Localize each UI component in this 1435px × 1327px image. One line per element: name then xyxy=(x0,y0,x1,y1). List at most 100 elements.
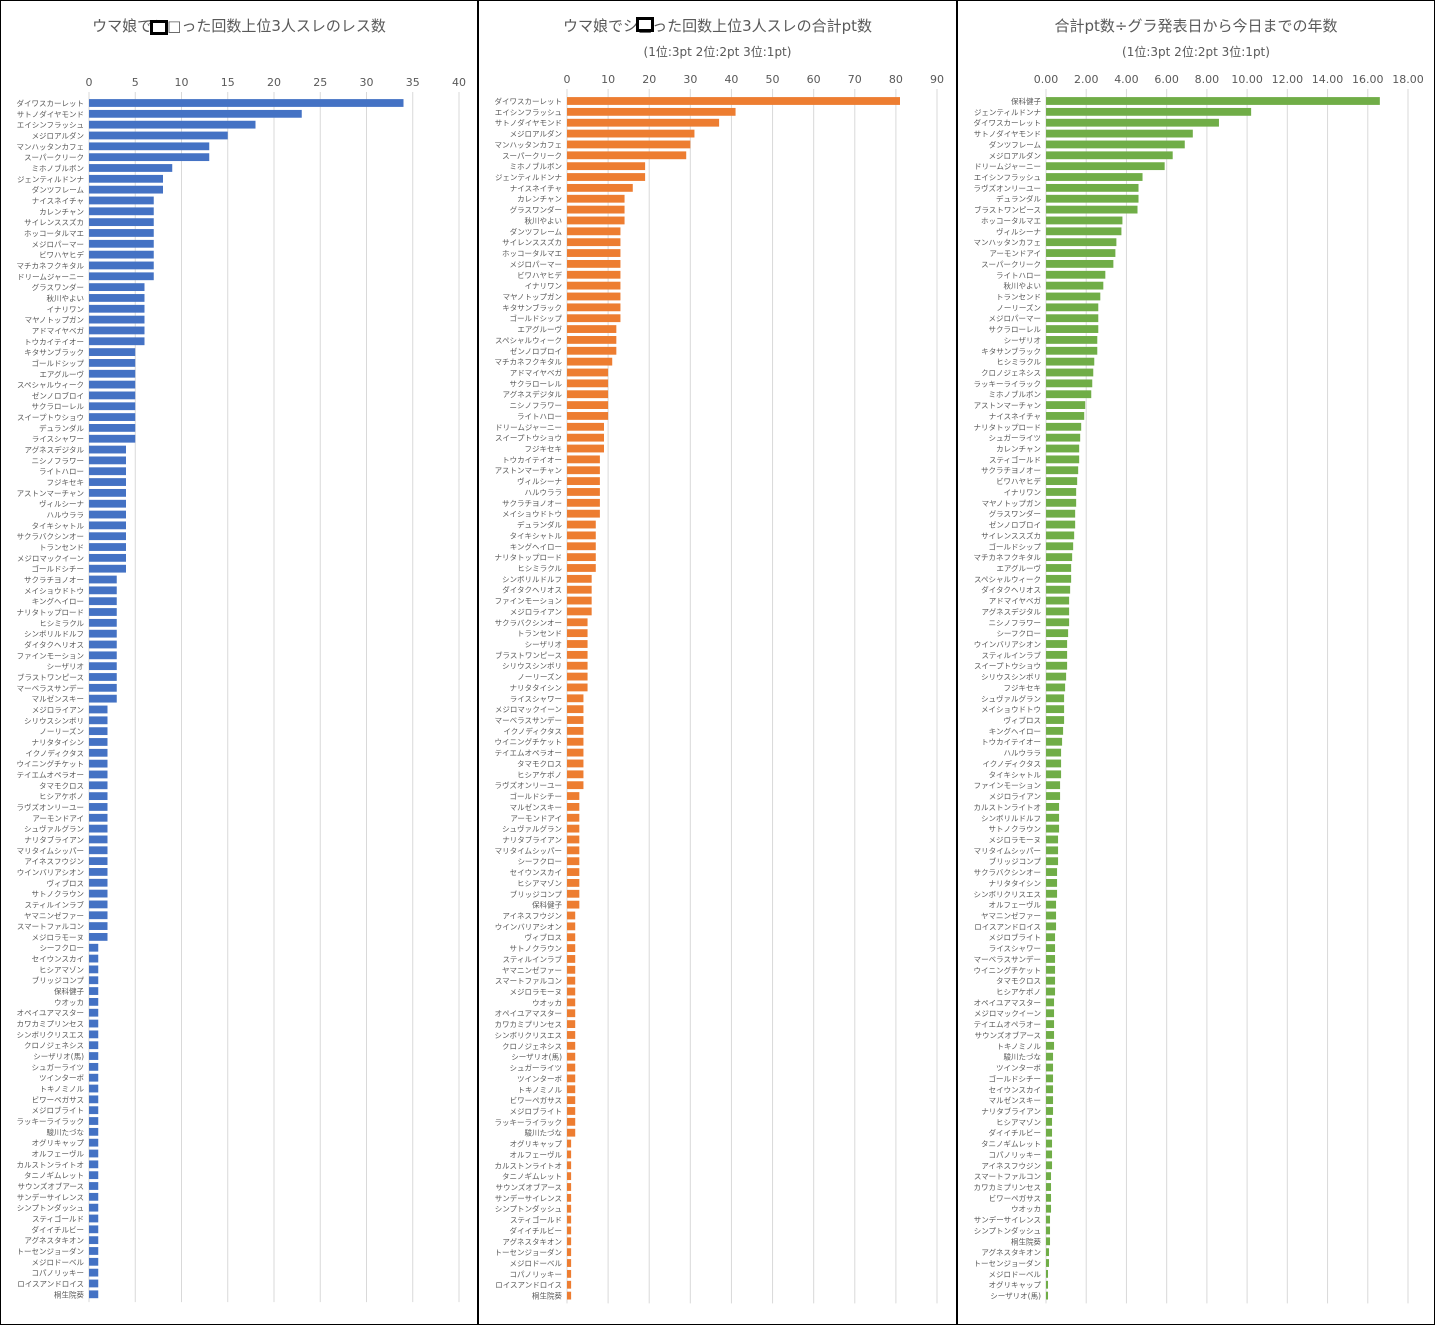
bar xyxy=(1046,911,1057,920)
bar xyxy=(89,1247,99,1255)
bar xyxy=(1046,922,1057,931)
category-label: ゼンノロブロイ xyxy=(989,520,1041,530)
bar xyxy=(1046,1107,1054,1115)
bar xyxy=(1046,1269,1049,1278)
bar xyxy=(89,900,108,909)
bar xyxy=(567,759,584,768)
category-label: シンボリルドルフ xyxy=(981,814,1041,823)
category-label: フジキセキ xyxy=(525,445,563,454)
category-label: マチカネフクキタル xyxy=(974,553,1042,562)
category-label: ナリタブライアン xyxy=(24,834,84,844)
bar xyxy=(567,672,588,681)
category-label: ゴールドシチー xyxy=(32,564,85,574)
x-tick-label: 4.00 xyxy=(1114,73,1139,86)
category-label: スマートファルコン xyxy=(974,1172,1041,1181)
category-label: テイエムオペラオー xyxy=(17,770,84,779)
category-label: ウイニングチケット xyxy=(17,759,85,769)
category-label: シーザリオ xyxy=(1004,336,1041,345)
bar xyxy=(567,151,687,160)
category-label: ウオッカ xyxy=(54,998,84,1007)
category-label: ラヴズオンリーユー xyxy=(974,183,1042,193)
category-label: ナイスネイチャ xyxy=(989,412,1041,421)
category-label: スペシャルウィーク xyxy=(495,336,562,345)
category-label: ダンツフレーム xyxy=(32,185,84,195)
bar xyxy=(1046,1052,1054,1061)
bar xyxy=(567,1259,572,1267)
category-label: スマートファルコン xyxy=(17,922,84,931)
category-label: サトノクラウン xyxy=(989,825,1042,834)
bar xyxy=(1046,955,1056,963)
bar xyxy=(1046,813,1060,822)
bar xyxy=(89,402,136,411)
category-label: シリウスシンボリ xyxy=(24,716,84,725)
chart-title: 合計pt数÷グラ発表日から今日までの年数 xyxy=(1054,17,1338,35)
category-label: アグネスタキオン xyxy=(502,1236,562,1246)
category-label: ゴールドシップ xyxy=(510,313,563,323)
category-label: アドマイヤベガ xyxy=(510,368,563,378)
bar xyxy=(1046,1291,1049,1300)
category-label: キタサンブラック xyxy=(24,347,84,357)
category-label: アドマイヤベガ xyxy=(32,325,85,335)
category-label: シーフクロー xyxy=(39,944,84,953)
bar xyxy=(567,498,600,507)
bar xyxy=(89,120,256,129)
bar xyxy=(567,1215,572,1224)
category-label: ラッキーライラック xyxy=(974,379,1042,388)
category-label: シンボリクリスエス xyxy=(17,1030,85,1039)
bar xyxy=(567,433,604,442)
category-label: 駿川たづな xyxy=(47,1127,85,1137)
category-label: ノーリーズン xyxy=(996,302,1041,312)
category-label: イクノディクタス xyxy=(982,758,1041,768)
bar xyxy=(567,1031,576,1039)
category-label: メジロドーベル xyxy=(989,1270,1042,1279)
category-label: オグリキャップ xyxy=(32,1138,85,1148)
bar xyxy=(1046,1226,1051,1235)
category-label: ナリタタイシン xyxy=(32,738,85,747)
category-label: ファインモーション xyxy=(495,597,562,606)
category-label: ヴィルシーナ xyxy=(517,476,562,486)
bar xyxy=(1046,781,1061,790)
category-label: エイシンフラッシュ xyxy=(17,121,84,130)
x-tick-label: 40 xyxy=(724,73,738,86)
category-label: イナリワン xyxy=(1004,488,1041,497)
bar xyxy=(1046,596,1070,605)
bar xyxy=(1046,607,1070,616)
category-label: スペシャルウィーク xyxy=(17,381,84,390)
bar xyxy=(1046,542,1074,551)
category-label: ウインバリアシオン xyxy=(17,868,84,877)
category-label: トキノミノル xyxy=(518,1085,563,1094)
bar xyxy=(567,346,617,355)
bar xyxy=(567,650,588,659)
category-label: アグネスデジタル xyxy=(25,445,85,455)
bar xyxy=(89,878,108,887)
bar xyxy=(1046,249,1116,257)
bar xyxy=(89,1203,99,1212)
bar xyxy=(567,1269,572,1278)
bar xyxy=(567,97,900,105)
bar xyxy=(1046,748,1062,757)
bar xyxy=(1046,1085,1054,1094)
category-label: サトノダイヤモンド xyxy=(974,129,1041,139)
bar xyxy=(567,1204,572,1213)
category-label: シリウスシンボリ xyxy=(981,673,1041,682)
category-label: ホッコータルマエ xyxy=(981,216,1041,225)
x-tick-label: 18.00 xyxy=(1392,73,1424,86)
category-label: ゼンノロブロイ xyxy=(32,390,84,400)
category-label: ミホノブルボン xyxy=(510,161,563,171)
bar xyxy=(89,250,154,259)
bar xyxy=(89,575,117,584)
category-label: ミホノブルボン xyxy=(32,163,85,173)
bar xyxy=(1046,1041,1055,1050)
bar xyxy=(1046,1248,1050,1257)
category-label: タマモクロス xyxy=(39,781,84,790)
bar xyxy=(567,1117,576,1126)
category-label: グラスワンダー xyxy=(510,205,562,215)
category-label: トランセンド xyxy=(517,629,562,638)
bar xyxy=(89,196,154,205)
category-label: ヴィブロス xyxy=(525,932,563,942)
x-tick-label: 25 xyxy=(313,76,327,89)
category-label: カワカミプリンセス xyxy=(17,1020,85,1029)
bar xyxy=(89,229,154,237)
category-label: オグリキャップ xyxy=(989,1280,1042,1290)
category-label: マリタイムシッパー xyxy=(17,846,84,855)
